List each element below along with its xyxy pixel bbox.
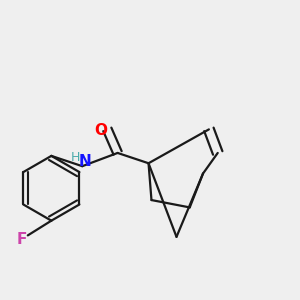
Text: H: H (71, 151, 80, 164)
Text: O: O (94, 123, 107, 138)
Text: F: F (17, 232, 27, 247)
Text: N: N (79, 154, 92, 169)
